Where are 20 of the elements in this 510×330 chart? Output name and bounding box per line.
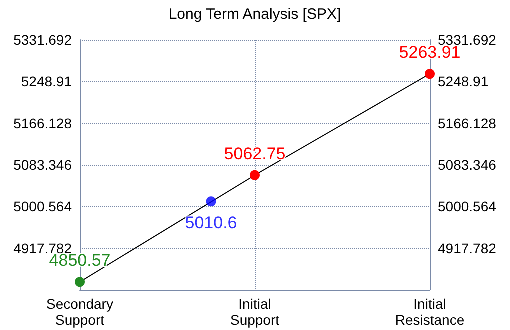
point (75, 277, 85, 288)
y2-tick-label: 5000.564 (438, 198, 497, 215)
x-tick-label: Initial Resistance (395, 296, 465, 328)
point (250, 170, 260, 180)
y-tick-label: 5166.128 (14, 115, 72, 132)
y-tick-label: 5248.91 (21, 74, 72, 90)
y2-tick-label: 4917.782 (438, 240, 497, 256)
y2-tick-label: 5083.346 (438, 157, 497, 173)
point (425, 69, 435, 80)
y-tick-label: 5083.346 (14, 157, 72, 173)
data-label: 5010.6 (185, 214, 238, 233)
data-label: 5062.75 (224, 144, 286, 164)
x-tick-label: Secondary Support (46, 296, 114, 328)
y-tick-label: 5000.564 (14, 198, 72, 215)
chart-title: Long Term Analysis [SPX] (168, 6, 342, 23)
y-tick-label: 5331.692 (14, 32, 72, 48)
x-tick-label: Initial Support (230, 296, 280, 328)
point (206, 196, 216, 207)
y2-tick-label: 5166.128 (438, 115, 497, 132)
y2-tick-label: 5248.91 (438, 74, 489, 90)
